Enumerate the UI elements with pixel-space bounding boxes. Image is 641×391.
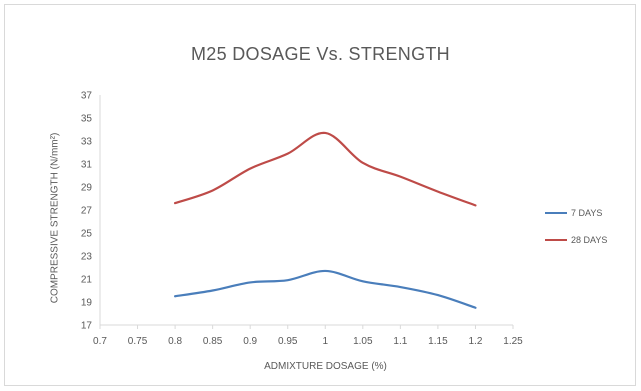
y-tick-label: 25 — [81, 229, 93, 240]
series-line-7-days — [173, 269, 477, 309]
legend-swatch-28-days — [545, 238, 567, 241]
y-tick-label: 19 — [81, 298, 93, 309]
y-tick-label: 33 — [81, 137, 93, 148]
legend-label-28-days: 28 DAYS — [571, 234, 608, 245]
y-tick-label: 37 — [81, 91, 93, 102]
chart-title: M25 DOSAGE Vs. STRENGTH — [191, 44, 450, 64]
series-line-28-days — [173, 131, 477, 207]
x-tick-label: 0.75 — [128, 336, 148, 347]
chart-frame — [4, 4, 636, 386]
x-tick-label: 1.05 — [353, 336, 373, 347]
y-tick-label: 31 — [81, 160, 93, 171]
legend-label-7-days: 7 DAYS — [571, 207, 603, 218]
legend-item-28-days: 28 DAYS — [545, 226, 607, 253]
y-tick-label: 17 — [81, 321, 93, 332]
x-axis-label: ADMIXTURE DOSAGE (%) — [264, 361, 387, 372]
x-tick-label: 0.95 — [278, 336, 298, 347]
x-tick-label: 0.8 — [168, 336, 182, 347]
legend: 7 DAYS 28 DAYS — [545, 199, 607, 253]
y-tick-label: 27 — [81, 206, 93, 217]
y-tick-label: 35 — [81, 114, 93, 125]
y-tick-label: 29 — [81, 183, 93, 194]
legend-swatch-7-days — [545, 211, 567, 214]
y-tick-label: 23 — [81, 252, 93, 263]
x-tick-label: 0.7 — [93, 336, 107, 347]
legend-item-7-days: 7 DAYS — [545, 199, 607, 226]
x-tick-label: 0.9 — [243, 336, 257, 347]
x-tick-label: 1.15 — [428, 336, 448, 347]
x-tick-label: 1.2 — [469, 336, 483, 347]
x-tick-label: 1.25 — [503, 336, 523, 347]
x-tick-label: 1 — [322, 336, 328, 347]
x-tick-label: 0.85 — [203, 336, 223, 347]
y-tick-label: 21 — [81, 275, 93, 286]
x-tick-label: 1.1 — [393, 336, 407, 347]
